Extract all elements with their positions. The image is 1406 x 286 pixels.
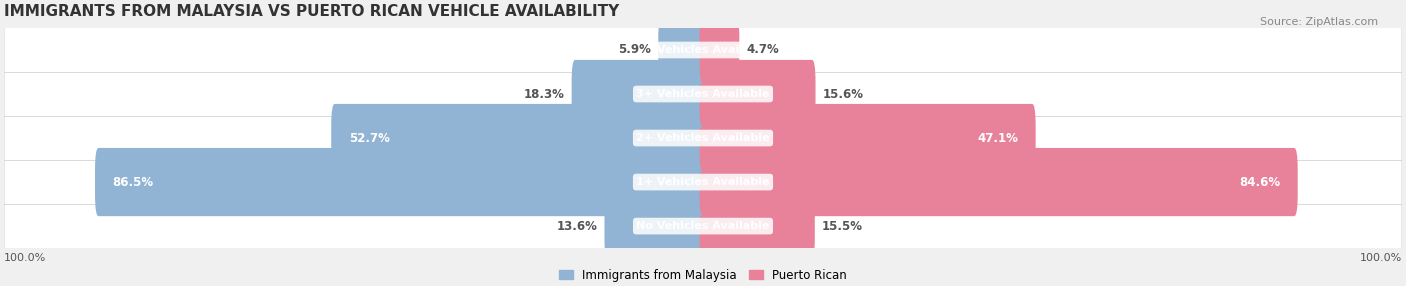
Text: 100.0%: 100.0% — [1360, 253, 1402, 263]
Text: 100.0%: 100.0% — [4, 253, 46, 263]
FancyBboxPatch shape — [96, 148, 706, 216]
FancyBboxPatch shape — [4, 116, 1402, 160]
FancyBboxPatch shape — [700, 16, 740, 84]
FancyBboxPatch shape — [4, 204, 1402, 249]
Text: Source: ZipAtlas.com: Source: ZipAtlas.com — [1260, 17, 1378, 27]
FancyBboxPatch shape — [605, 192, 706, 260]
FancyBboxPatch shape — [658, 16, 706, 84]
FancyBboxPatch shape — [700, 148, 1298, 216]
FancyBboxPatch shape — [4, 160, 1402, 204]
Text: 18.3%: 18.3% — [524, 88, 565, 100]
FancyBboxPatch shape — [572, 60, 706, 128]
FancyBboxPatch shape — [4, 27, 1402, 72]
FancyBboxPatch shape — [332, 104, 706, 172]
FancyBboxPatch shape — [700, 192, 815, 260]
FancyBboxPatch shape — [700, 104, 1036, 172]
Text: 4+ Vehicles Available: 4+ Vehicles Available — [636, 45, 770, 55]
Text: 52.7%: 52.7% — [349, 132, 389, 144]
Text: 2+ Vehicles Available: 2+ Vehicles Available — [637, 133, 769, 143]
Text: 47.1%: 47.1% — [977, 132, 1018, 144]
Text: 86.5%: 86.5% — [112, 176, 153, 188]
Text: IMMIGRANTS FROM MALAYSIA VS PUERTO RICAN VEHICLE AVAILABILITY: IMMIGRANTS FROM MALAYSIA VS PUERTO RICAN… — [4, 4, 620, 19]
Text: 5.9%: 5.9% — [619, 43, 651, 57]
Text: 13.6%: 13.6% — [557, 220, 598, 233]
Text: No Vehicles Available: No Vehicles Available — [637, 221, 769, 231]
Text: 15.5%: 15.5% — [821, 220, 863, 233]
Text: 4.7%: 4.7% — [747, 43, 779, 57]
Text: 1+ Vehicles Available: 1+ Vehicles Available — [637, 177, 769, 187]
Text: 84.6%: 84.6% — [1239, 176, 1281, 188]
Text: 15.6%: 15.6% — [823, 88, 863, 100]
FancyBboxPatch shape — [700, 60, 815, 128]
Legend: Immigrants from Malaysia, Puerto Rican: Immigrants from Malaysia, Puerto Rican — [558, 269, 848, 282]
Text: 3+ Vehicles Available: 3+ Vehicles Available — [637, 89, 769, 99]
FancyBboxPatch shape — [4, 72, 1402, 116]
